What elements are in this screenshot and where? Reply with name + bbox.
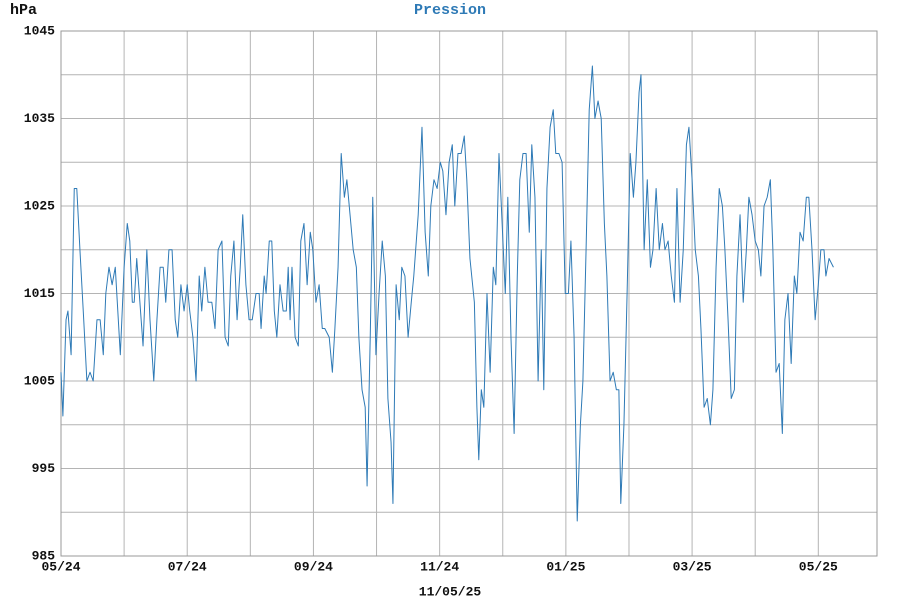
x-tick-label: 03/25 bbox=[673, 559, 712, 574]
x-tick-label: 07/24 bbox=[168, 559, 207, 574]
y-tick-label: 1015 bbox=[24, 286, 55, 301]
x-tick-label: 11/24 bbox=[420, 559, 459, 574]
plot-frame bbox=[60, 30, 878, 557]
x-tick-label: 05/24 bbox=[41, 559, 80, 574]
y-tick-label: 1045 bbox=[24, 23, 55, 38]
y-tick-label: 995 bbox=[32, 461, 56, 476]
footer: 11/05/25 bbox=[419, 584, 482, 599]
y-tick-label: 1035 bbox=[24, 111, 55, 126]
y-tick-label: 985 bbox=[32, 548, 56, 563]
x-tick-label: 01/25 bbox=[546, 559, 585, 574]
x-tick-label: 05/25 bbox=[799, 559, 838, 574]
chart-title: Pression bbox=[414, 2, 486, 19]
y-axis-label: hPa bbox=[10, 2, 37, 19]
pressure-line bbox=[60, 65, 834, 522]
x-tick-label: 09/24 bbox=[294, 559, 333, 574]
y-tick-label: 1025 bbox=[24, 198, 55, 213]
y-tick-label: 1005 bbox=[24, 373, 55, 388]
